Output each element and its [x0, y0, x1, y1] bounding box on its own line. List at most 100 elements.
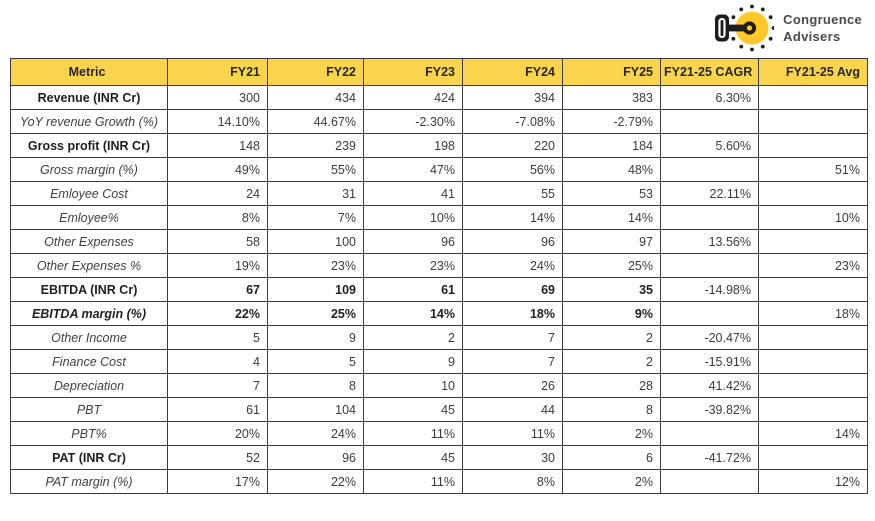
metric-label: Other Expenses: [10, 229, 168, 254]
value-cell: 55: [462, 181, 563, 206]
value-cell: 7%: [267, 205, 364, 230]
value-cell: [660, 253, 759, 278]
congruence-advisers-logo: Congruence Advisers: [712, 3, 862, 53]
value-cell: 56%: [462, 157, 563, 182]
value-cell: -41.72%: [660, 445, 759, 470]
value-cell: [758, 277, 868, 302]
value-cell: 96: [462, 229, 563, 254]
value-cell: 383: [562, 85, 661, 110]
value-cell: 5: [167, 325, 268, 350]
metric-label: EBITDA (INR Cr): [10, 277, 168, 302]
value-cell: 45: [363, 445, 463, 470]
value-cell: 9: [267, 325, 364, 350]
value-cell: 8%: [167, 205, 268, 230]
table-row: Gross profit (INR Cr) 148 239 198 220 184 5.60…: [10, 133, 868, 158]
value-cell: 5.60%: [660, 133, 759, 158]
metric-label: Depreciation: [10, 373, 168, 398]
table-row: EBITDA (INR Cr) 67 109 61 69 35 -14.98%: [10, 277, 868, 302]
column-header-fy21-25-avg: FY21-25 Avg: [758, 58, 868, 86]
financial-metrics-table-wrap: Metric FY21 FY22 FY23 FY24 FY25 FY21-25 CAGR FY…: [10, 58, 868, 494]
value-cell: 104: [267, 397, 364, 422]
value-cell: 44: [462, 397, 563, 422]
value-cell: [660, 205, 759, 230]
value-cell: 61: [363, 277, 463, 302]
value-cell: 25%: [562, 253, 661, 278]
value-cell: 13.56%: [660, 229, 759, 254]
value-cell: 14%: [562, 205, 661, 230]
value-cell: 19%: [167, 253, 268, 278]
value-cell: 23%: [758, 253, 868, 278]
value-cell: -15.91%: [660, 349, 759, 374]
value-cell: 28: [562, 373, 661, 398]
value-cell: 9: [363, 349, 463, 374]
value-cell: 22%: [267, 469, 364, 494]
value-cell: 2: [562, 325, 661, 350]
value-cell: 148: [167, 133, 268, 158]
dotted-ring: [731, 4, 775, 52]
value-cell: 24%: [462, 253, 563, 278]
value-cell: 11%: [462, 421, 563, 446]
header-row: Metric FY21 FY22 FY23 FY24 FY25 FY21-25 CAGR FY…: [10, 58, 868, 86]
value-cell: 97: [562, 229, 661, 254]
metric-label: PBT: [10, 397, 168, 422]
value-cell: 55%: [267, 157, 364, 182]
metric-label: PAT (INR Cr): [10, 445, 168, 470]
key-in-dotted-circle-icon: [715, 4, 775, 52]
logo-wordmark: Congruence Advisers: [783, 11, 862, 45]
value-cell: 14%: [363, 301, 463, 326]
column-header-fy22: FY22: [267, 58, 364, 86]
value-cell: 31: [267, 181, 364, 206]
value-cell: 14%: [462, 205, 563, 230]
value-cell: 300: [167, 85, 268, 110]
value-cell: [758, 109, 868, 134]
value-cell: 198: [363, 133, 463, 158]
table-row: Revenue (INR Cr) 300 434 424 394 383 6.30%: [10, 85, 868, 110]
value-cell: 6.30%: [660, 85, 759, 110]
table-row: EBITDA margin (%) 22% 25% 14% 18% 9% 18%: [10, 301, 868, 326]
table-row: Other Expenses 58 100 96 96 97 13.56%: [10, 229, 868, 254]
table-row: PBT 61 104 45 44 8 -39.82%: [10, 397, 868, 422]
value-cell: 14.10%: [167, 109, 268, 134]
value-cell: 2: [562, 349, 661, 374]
value-cell: 220: [462, 133, 563, 158]
value-cell: -39.82%: [660, 397, 759, 422]
table-row: PAT (INR Cr) 52 96 45 30 6 -41.72%: [10, 445, 868, 470]
value-cell: 45: [363, 397, 463, 422]
value-cell: 11%: [363, 469, 463, 494]
column-header-metric: Metric: [10, 58, 168, 86]
table-row: Depreciation 7 8 10 26 28 41.42%: [10, 373, 868, 398]
value-cell: 44.67%: [267, 109, 364, 134]
value-cell: 14%: [758, 421, 868, 446]
value-cell: 394: [462, 85, 563, 110]
financial-metrics-table: Metric FY21 FY22 FY23 FY24 FY25 FY21-25 CAGR FY…: [10, 58, 868, 494]
metric-label: YoY revenue Growth (%): [10, 109, 168, 134]
value-cell: 23%: [363, 253, 463, 278]
value-cell: [660, 421, 759, 446]
value-cell: [660, 301, 759, 326]
value-cell: 5: [267, 349, 364, 374]
value-cell: 41: [363, 181, 463, 206]
value-cell: 96: [363, 229, 463, 254]
metric-label: Other Expenses %: [10, 253, 168, 278]
value-cell: 7: [462, 349, 563, 374]
table-row: Emloyee Cost 24 31 41 55 53 22.11%: [10, 181, 868, 206]
value-cell: [660, 157, 759, 182]
value-cell: 18%: [462, 301, 563, 326]
value-cell: 17%: [167, 469, 268, 494]
value-cell: 7: [167, 373, 268, 398]
metric-label: Finance Cost: [10, 349, 168, 374]
value-cell: 47%: [363, 157, 463, 182]
value-cell: 424: [363, 85, 463, 110]
table-row: PAT margin (%) 17% 22% 11% 8% 2% 12%: [10, 469, 868, 494]
column-header-fy24: FY24: [462, 58, 563, 86]
value-cell: [758, 373, 868, 398]
value-cell: 184: [562, 133, 661, 158]
value-cell: 6: [562, 445, 661, 470]
metric-label: PAT margin (%): [10, 469, 168, 494]
value-cell: 7: [462, 325, 563, 350]
value-cell: 2%: [562, 469, 661, 494]
value-cell: 239: [267, 133, 364, 158]
value-cell: 67: [167, 277, 268, 302]
value-cell: 51%: [758, 157, 868, 182]
metric-label: EBITDA margin (%): [10, 301, 168, 326]
